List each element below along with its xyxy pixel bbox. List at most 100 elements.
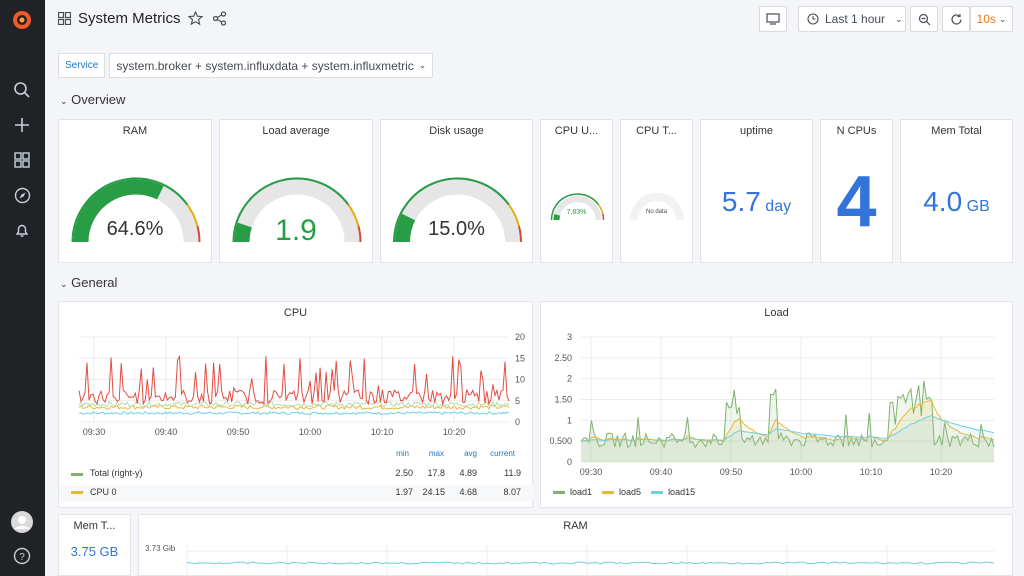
share-icon[interactable]: [212, 11, 227, 31]
cpu-graph-panel[interactable]: CPU 20 15 10 5 0 09:30 09:40 09:50 10:00 10:10 10:…: [58, 301, 534, 508]
load15-series-line: [580, 414, 995, 442]
panel-title: Load: [764, 307, 789, 319]
legend-row-cpu0[interactable]: CPU 0 1.97 24.15 4.68 8.07: [59, 485, 534, 501]
ram-graph-panel[interactable]: RAM 3.73 Gib: [138, 514, 1013, 576]
help-icon[interactable]: ?: [10, 544, 34, 568]
panel-title: Disk usage: [429, 125, 484, 137]
panel-title: RAM: [563, 520, 588, 532]
gauge-value-arc: [73, 179, 164, 243]
star-icon[interactable]: [187, 10, 204, 31]
legend-series-name: load1: [570, 487, 593, 497]
legend-min: 1.97: [395, 487, 413, 497]
load-average-gauge-panel[interactable]: Load average 1.9: [219, 119, 373, 263]
row-general[interactable]: ⌄ General: [60, 275, 117, 290]
avatar[interactable]: [10, 510, 34, 534]
legend-item-load1[interactable]: load1: [553, 487, 592, 497]
mem-total-unit: GB: [966, 198, 990, 215]
x-tick-label: 10:20: [930, 467, 953, 477]
n-cpus-stat-panel[interactable]: N CPUs 4: [820, 119, 893, 263]
search-icon[interactable]: [10, 78, 34, 102]
cpu-series-line: [78, 400, 510, 408]
service-variable-select[interactable]: system.broker + system.influxdata + syst…: [109, 53, 434, 78]
load1-area: [581, 380, 994, 462]
load-graph[interactable]: 3 2.50 2 1.50 1 0.500 0 09:30 09:40 09:50 10:00 10:…: [541, 327, 1014, 487]
legend-item-load15[interactable]: load15: [651, 487, 695, 497]
x-tick-label: 10:00: [299, 427, 322, 437]
x-tick-label: 09:30: [580, 467, 603, 477]
gauge-threshold-band-0: [232, 177, 350, 243]
legend-avg: 4.89: [459, 468, 477, 478]
cpu-usage-gauge-panel[interactable]: CPU U... 7.83%: [540, 119, 613, 263]
gauge-value-arc: [234, 222, 252, 243]
y-tick-label: 10: [515, 375, 525, 385]
grafana-logo-icon[interactable]: [10, 8, 34, 32]
explore-icon[interactable]: [10, 183, 34, 207]
legend-header-min: min: [396, 449, 409, 458]
gauge-threshold-band-0: [550, 193, 600, 221]
dashboards-icon[interactable]: [10, 148, 34, 172]
gauge-threshold-band-2: [356, 225, 362, 243]
cpu-usage-value: 7.83%: [566, 209, 587, 216]
ram-graph[interactable]: [139, 515, 1014, 576]
legend-series-name: load15: [668, 487, 696, 497]
disk-usage-gauge-panel[interactable]: Disk usage 15.0%: [380, 119, 533, 263]
ram-gauge-panel[interactable]: RAM 64.6%: [58, 119, 212, 263]
refresh-button[interactable]: [942, 6, 970, 32]
x-tick-label: 10:20: [443, 427, 466, 437]
panel-title: CPU: [283, 307, 308, 319]
gauge-threshold-band-1: [597, 204, 604, 214]
y-tick-label: 15: [515, 353, 525, 363]
x-tick-label: 09:40: [650, 467, 673, 477]
legend-item-load5[interactable]: load5: [602, 487, 641, 497]
uptime-unit: day: [765, 198, 792, 215]
load-average-gauge: [232, 177, 362, 243]
mem-total-small-stat-panel[interactable]: Mem T... 3.75 GB: [58, 514, 131, 576]
gauge-threshold-band-2: [601, 213, 605, 221]
x-tick-label: 09:50: [227, 427, 250, 437]
mem-total-stat-panel[interactable]: Mem Total 4.0 GB: [900, 119, 1013, 263]
load-graph-panel[interactable]: Load 3 2.50 2 1.50 1 0.500 0 09:30 09:40 09:50 10:…: [540, 301, 1013, 508]
plus-icon[interactable]: [10, 113, 34, 137]
time-range-label: Last 1 hour: [825, 12, 886, 26]
cpu-usage-gauge: [550, 193, 605, 221]
cpu-temp-no-data: No data: [645, 209, 667, 215]
x-tick-label: 09:30: [83, 427, 106, 437]
zoom-out-button[interactable]: [910, 6, 938, 32]
row-general-title: General: [71, 275, 118, 290]
y-tick-label: 2: [567, 374, 572, 384]
y-tick-label: 20: [515, 332, 525, 342]
clock-icon: [807, 13, 819, 25]
gauge-track: [234, 179, 360, 243]
cpu-series-line: [78, 404, 510, 411]
legend-max: 17.8: [427, 468, 445, 478]
y-tick-label: 1.50: [554, 395, 572, 405]
row-overview[interactable]: ⌄ Overview: [60, 92, 125, 107]
legend-row-total[interactable]: Total (right-y) 2.50 17.8 4.89 11.9: [59, 467, 534, 483]
load-legend: load1 load5 load15: [553, 487, 695, 497]
refresh-interval-select[interactable]: 10s ⌄: [970, 6, 1013, 32]
cpu-graph[interactable]: 20 15 10 5 0 09:30 09:40 09:50 10:00 10:10 10:20: [59, 327, 534, 472]
x-tick-label: 10:00: [790, 467, 813, 477]
gauge-threshold-band-1: [507, 204, 520, 227]
legend-current: 8.07: [503, 487, 521, 497]
gauge-threshold-band-2: [517, 225, 522, 243]
panel-title: uptime: [739, 125, 774, 137]
y-tick-label: 0: [515, 417, 520, 427]
tv-mode-button[interactable]: [759, 6, 787, 32]
load15-area: [581, 415, 994, 462]
cpu-temp-gauge-panel[interactable]: CPU T... No data: [620, 119, 693, 263]
chevron-down-icon: ⌄: [418, 60, 427, 70]
legend-avg: 4.68: [459, 487, 477, 497]
chevron-down-icon: ⌄: [998, 13, 1007, 24]
uptime-value: 5.7: [721, 186, 761, 217]
uptime-stat-panel[interactable]: uptime 5.7 day: [700, 119, 813, 263]
x-tick-label: 09:50: [720, 467, 743, 477]
time-picker-button[interactable]: Last 1 hour ⌄: [798, 6, 906, 32]
y-tick-label: 1: [567, 415, 572, 425]
mem-total-stat: 4.0 GB: [901, 186, 1012, 218]
panel-title: CPU T...: [636, 125, 677, 137]
bell-icon[interactable]: [10, 218, 34, 242]
page-title[interactable]: System Metrics: [78, 10, 181, 27]
chevron-down-icon: ⌄: [895, 13, 903, 24]
refresh-interval-label: 10s: [976, 12, 996, 26]
